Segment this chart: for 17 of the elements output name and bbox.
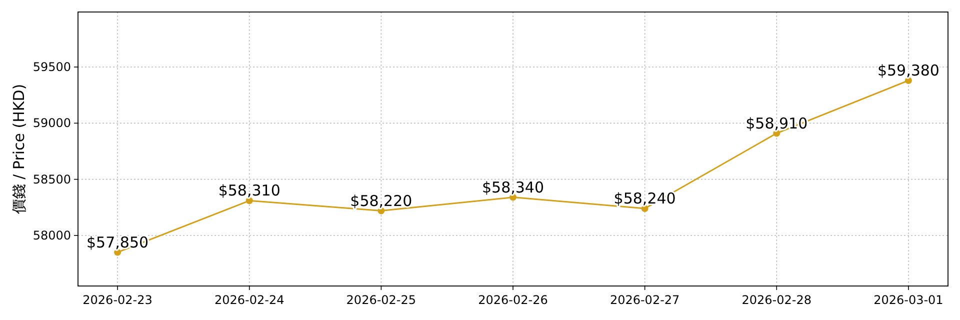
y-tick-label: 58000	[32, 228, 71, 242]
x-tick-label: 2026-02-26	[478, 293, 548, 307]
x-tick-label: 2026-02-24	[214, 293, 284, 307]
x-tick-label: 2026-02-23	[82, 293, 152, 307]
x-tick-label: 2026-02-28	[742, 293, 812, 307]
data-label: $59,380	[877, 62, 940, 80]
y-axis-title: 價錢 / Price (HKD)	[10, 84, 28, 214]
y-tick-label: 59000	[32, 116, 71, 130]
data-label: $58,310	[218, 182, 280, 200]
y-tick-label: 59500	[32, 60, 71, 74]
x-tick-label: 2026-03-01	[874, 293, 944, 307]
x-tick-label: 2026-02-27	[610, 293, 680, 307]
data-label: $57,850	[86, 233, 149, 252]
y-tick-label: 58500	[32, 172, 71, 186]
data-label: $58,340	[482, 178, 544, 196]
x-tick-label: 2026-02-25	[346, 293, 416, 307]
data-label: $58,220	[350, 192, 412, 210]
